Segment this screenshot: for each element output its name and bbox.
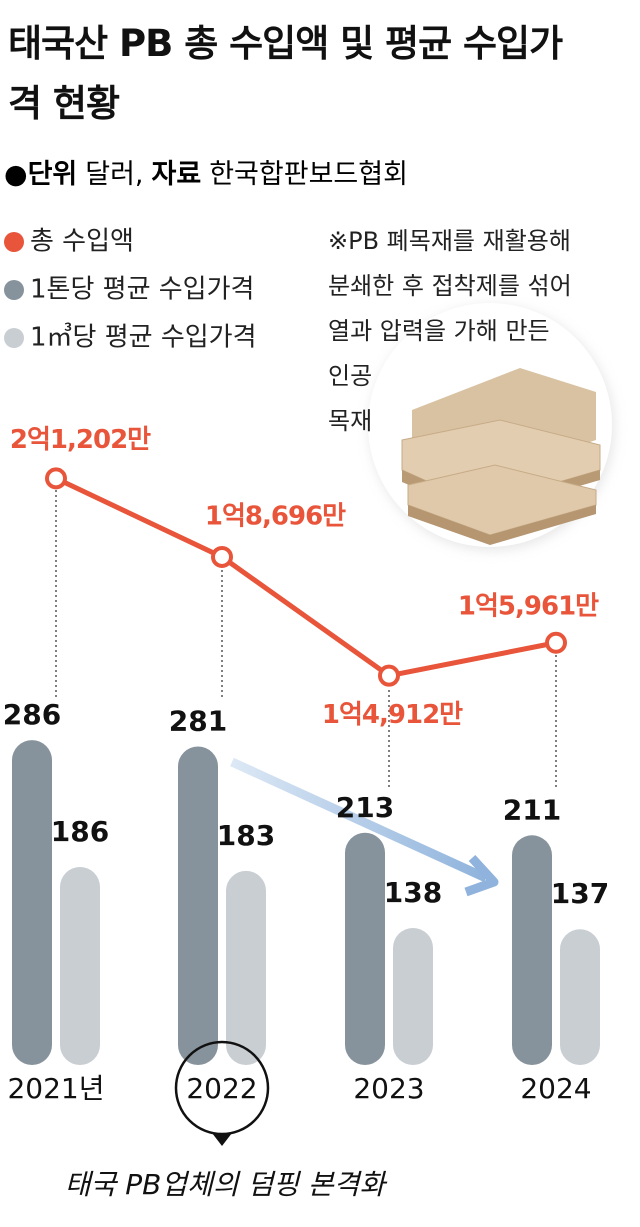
source: 한국합판보드협회 <box>209 159 408 190</box>
line-value-label: 2억1,202만 <box>10 425 151 455</box>
highlight-pointer <box>212 1133 232 1146</box>
chart-title: 태국산 PB 총 수입액 및 평균 수입가격 현황 <box>8 22 563 125</box>
unit: 달러, <box>85 159 143 190</box>
line-point <box>45 467 67 490</box>
note-line: ※PB 폐목재를 재활용해 <box>328 227 571 255</box>
note-line: 분쇄한 후 접착제를 섞어 <box>328 272 572 300</box>
source-label: 자료 <box>152 159 202 190</box>
bar-value-label: 213 <box>336 791 394 824</box>
bar <box>393 927 433 1065</box>
line-value-label: 1억8,696만 <box>205 501 346 531</box>
line-point <box>378 664 400 687</box>
legend-label: 1톤당 평균 수입가격 <box>30 275 254 305</box>
x-tick-label: 2024 <box>520 1072 591 1105</box>
legend-marker <box>4 280 24 300</box>
bar <box>178 746 218 1065</box>
legend-label: 1㎥당 평균 수입가격 <box>30 323 257 353</box>
line-value-label: 1억4,912만 <box>322 700 463 730</box>
note-line: 목재 <box>328 407 372 435</box>
legend-label: 총 수입액 <box>30 227 134 257</box>
trend-arrow-head <box>464 854 499 897</box>
line <box>54 476 557 679</box>
note-line: 열과 압력을 가해 만든 <box>328 317 550 345</box>
bar <box>512 835 552 1065</box>
line-value-label: 1억5,961만 <box>458 591 599 621</box>
bar <box>560 929 600 1065</box>
legend-marker <box>4 328 24 348</box>
bullet: ● <box>4 159 28 190</box>
bar-value-label: 183 <box>217 819 275 852</box>
bar-value-label: 138 <box>384 876 442 909</box>
bar <box>12 740 52 1065</box>
x-tick-label: 2022 <box>186 1072 257 1105</box>
bar-value-label: 211 <box>503 793 561 826</box>
bar-value-label: 186 <box>51 815 109 848</box>
x-tick-label: 2023 <box>353 1072 424 1105</box>
bar <box>345 832 385 1065</box>
subtitle: ●단위 달러, 자료 한국합판보드협회 <box>4 159 408 190</box>
line-point <box>545 631 567 654</box>
legend-marker <box>4 232 24 252</box>
bar-value-label: 137 <box>551 877 609 910</box>
bar-value-label: 286 <box>3 698 61 731</box>
trend-arrow <box>230 757 488 883</box>
bar-value-label: 281 <box>169 704 227 737</box>
bar <box>226 870 266 1065</box>
wood-image <box>368 303 614 550</box>
line-point <box>211 545 233 568</box>
note-line: 인공 <box>328 362 372 390</box>
annotation: 태국 PB업체의 덤핑 본격화 <box>65 1168 388 1201</box>
x-tick-label: 2021년 <box>7 1072 104 1105</box>
unit-label: 단위 <box>28 159 78 190</box>
bar <box>60 867 100 1065</box>
